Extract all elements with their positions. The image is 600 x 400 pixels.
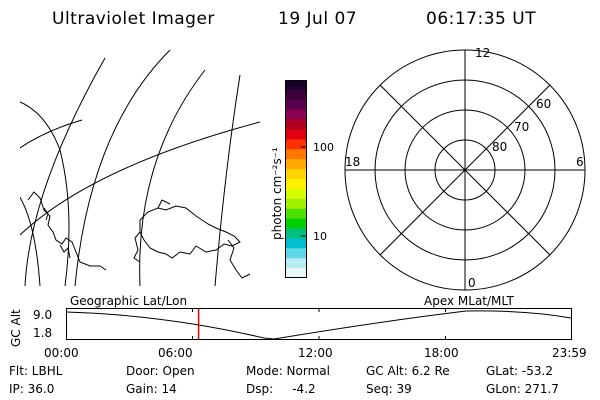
colorbar-band xyxy=(285,169,307,180)
geographic-map-panel xyxy=(20,49,260,286)
colorbar-band xyxy=(285,258,307,269)
colorbar-band xyxy=(285,188,307,200)
latitude-line xyxy=(20,121,260,236)
time-tick-1200: 12:00 xyxy=(298,346,333,360)
status-glon: GLon: 271.7 xyxy=(486,382,559,396)
status-dsp: Dsp: -4.2 xyxy=(246,382,316,396)
coastline xyxy=(59,244,71,259)
colorbar-band xyxy=(285,218,307,229)
status-gain: Gain: 14 xyxy=(126,382,177,396)
status-mode: Mode: Normal xyxy=(246,364,330,378)
coastline xyxy=(227,239,251,279)
geographic-caption: Geographic Lat/Lon xyxy=(70,294,188,308)
colorbar-band xyxy=(285,109,307,121)
colorbar-tick-100: 100 xyxy=(313,141,334,154)
time-label: 06:17:35 UT xyxy=(426,9,537,29)
coastline xyxy=(133,231,141,263)
date-label: 19 Jul 07 xyxy=(278,9,358,29)
latitude-line xyxy=(20,119,83,149)
lat-label-70: 70 xyxy=(514,120,530,134)
status-door: Door: Open xyxy=(126,364,195,378)
longitude-line xyxy=(214,74,241,286)
colorbar-band xyxy=(285,208,307,220)
lat-label-80: 80 xyxy=(492,140,508,154)
status-filter: Flt: LBHL xyxy=(9,364,63,378)
longitude-line xyxy=(20,196,41,286)
colorbar-band xyxy=(285,248,307,259)
longitude-line xyxy=(74,49,171,286)
time-tick-0000: 00:00 xyxy=(44,346,79,360)
colorbar-band xyxy=(285,268,307,278)
mlt-label-12: 12 xyxy=(475,46,491,60)
colorbar-band xyxy=(285,159,307,170)
app-title: Ultraviolet Imager xyxy=(52,9,215,29)
longitude-line xyxy=(20,101,70,286)
status-gc-alt: GC Alt: 6.2 Re xyxy=(366,364,450,378)
color-scale-bar xyxy=(285,80,307,278)
colorbar-unit-label: photon cm⁻²s⁻¹ xyxy=(270,147,284,240)
mlt-label-18: 18 xyxy=(345,155,361,169)
longitude-line xyxy=(24,57,106,286)
colorbar-band xyxy=(285,119,307,130)
timeline-frame xyxy=(66,308,572,340)
colorbar-band xyxy=(285,149,307,160)
colorbar-band xyxy=(285,238,307,249)
coastline xyxy=(157,199,171,209)
time-tick-2359: 23:59 xyxy=(552,346,587,360)
coastline xyxy=(139,205,241,259)
gc-alt-axis-label: GC Alt xyxy=(9,309,23,347)
altitude-curve xyxy=(66,310,572,340)
colorbar-band xyxy=(285,99,307,111)
timeline-plot xyxy=(66,308,572,340)
mlt-label-0: 0 xyxy=(468,276,476,290)
polar-plot xyxy=(344,49,586,291)
time-tick-0600: 06:00 xyxy=(158,346,193,360)
colorbar-band xyxy=(285,179,307,190)
colorbar-band xyxy=(285,139,307,150)
mlt-label-6: 6 xyxy=(576,155,584,169)
colorbar-band xyxy=(285,89,307,101)
colorbar-tick-10: 10 xyxy=(313,230,327,243)
polar-axis-diagonal xyxy=(379,84,551,256)
status-ip: IP: 36.0 xyxy=(9,382,55,396)
longitude-line xyxy=(139,69,206,286)
gc-alt-tick-high: 9.0 xyxy=(33,308,53,322)
gc-alt-tick-low: 1.8 xyxy=(33,326,53,340)
time-tick-1800: 18:00 xyxy=(424,346,459,360)
status-glat: GLat: -53.2 xyxy=(486,364,553,378)
colorbar-band xyxy=(285,198,307,210)
colorbar-band xyxy=(285,80,307,91)
coastline xyxy=(43,207,49,221)
apex-caption: Apex MLat/MLT xyxy=(424,294,514,308)
colorbar-band xyxy=(285,129,307,140)
colorbar-band xyxy=(285,228,307,239)
coastline xyxy=(27,191,107,271)
status-seq: Seq: 39 xyxy=(366,382,412,396)
lat-label-60: 60 xyxy=(536,97,552,111)
